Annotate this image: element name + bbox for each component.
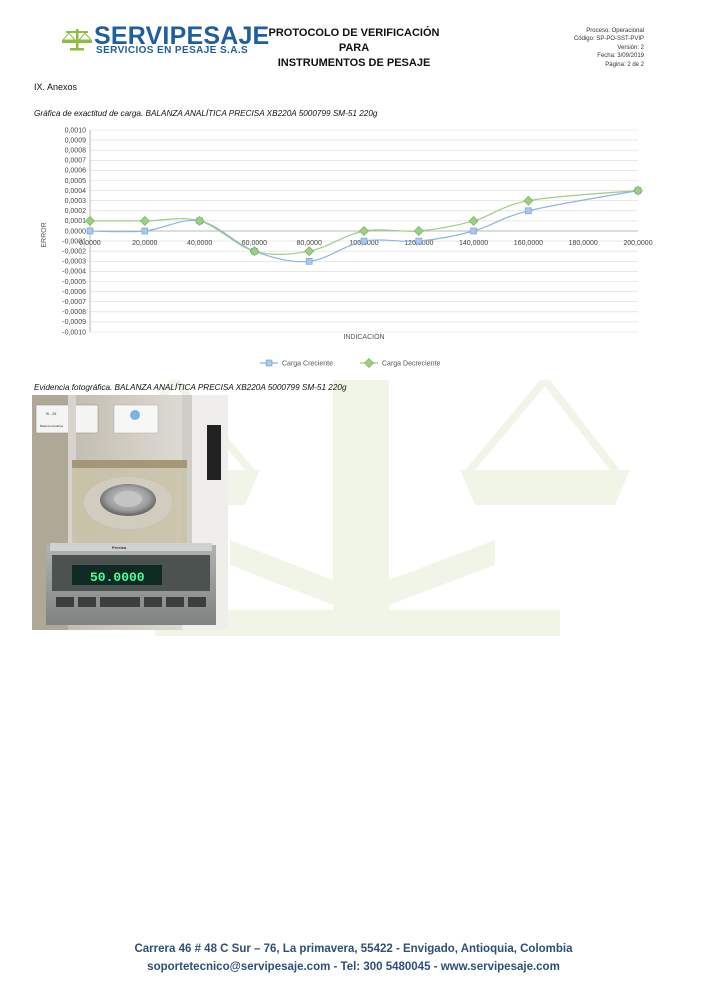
legend-label: Carga Decreciente — [382, 361, 440, 368]
document-meta: Proceso: Operacional Código: SP-PO-SST-P… — [520, 27, 644, 69]
data-point-decreciente — [633, 185, 643, 196]
data-point-decreciente — [359, 226, 369, 236]
x-tick-label: 160,0000 — [514, 240, 543, 247]
x-tick-label: 200,0000 — [623, 240, 652, 247]
data-point-decreciente — [304, 246, 315, 257]
x-tick-label: 40,0000 — [187, 240, 212, 247]
logo-subtitle: SERVICIOS EN PESAJE S.A.S — [96, 45, 249, 56]
sticker-top-text: SI - 06 — [46, 412, 56, 416]
footer-address: Carrera 46 # 48 C Sur – 76, La primavera… — [134, 943, 573, 955]
y-tick-label: 0,0010 — [65, 127, 87, 134]
x-tick-label: 140,0000 — [459, 240, 488, 247]
x-axis-label: INDICACIÓN — [343, 332, 384, 341]
sticker-bottom-text: Balanza Analítica — [40, 424, 63, 428]
meta-pagina: Página: 2 de 2 — [605, 61, 644, 68]
brand-text: Precisa — [112, 545, 127, 550]
footer-contact: soportetecnico@servipesaje.com - Tel: 30… — [147, 961, 560, 973]
balance-photo-drawing: SI - 06 Balanza Analítica Precisa 50.000… — [32, 395, 228, 630]
company-logo: SERVIPESAJE SERVICIOS EN PESAJE S.A.S — [62, 22, 269, 60]
y-tick-label: -0,0008 — [62, 309, 86, 316]
logo-name: SERVIPESAJE — [94, 22, 270, 50]
y-tick-label: 0,0007 — [65, 158, 87, 165]
y-tick-label: -0,0001 — [62, 238, 86, 245]
data-point-creciente — [141, 227, 149, 235]
data-point-creciente — [360, 237, 368, 245]
y-tick-label: 0,0004 — [65, 188, 87, 195]
legend-marker — [265, 359, 273, 367]
legend-label: Carga Creciente — [282, 361, 333, 368]
data-point-decreciente — [139, 215, 150, 226]
y-tick-label: -0,0006 — [62, 289, 86, 296]
data-point-decreciente — [413, 226, 424, 236]
data-point-decreciente — [85, 215, 95, 226]
y-tick-label: -0,0007 — [62, 299, 86, 306]
y-tick-label: -0,0003 — [62, 259, 86, 266]
data-point-decreciente — [249, 246, 260, 257]
page-footer: Carrera 46 # 48 C Sur – 76, La primavera… — [0, 940, 707, 976]
x-tick-label: 60,0000 — [242, 240, 267, 247]
y-tick-label: 0,0003 — [65, 198, 87, 205]
y-tick-label: 0,0009 — [65, 137, 87, 144]
data-point-creciente — [525, 207, 532, 215]
document-title-line-1: PROTOCOLO DE VERIFICACIÓN PARA — [268, 27, 440, 54]
x-tick-label: 180,0000 — [569, 240, 598, 247]
chart-caption: Gráfica de exactitud de carga. BALANZA A… — [34, 109, 378, 118]
y-tick-label: 0,0005 — [65, 178, 87, 185]
y-tick-label: -0,0009 — [62, 319, 86, 326]
y-tick-label: -0,0002 — [62, 249, 86, 256]
y-tick-label: -0,0004 — [62, 269, 86, 276]
meta-version: Versión: 2 — [617, 44, 644, 51]
y-tick-label: 0,0000 — [65, 228, 87, 235]
document-title-line-2: INSTRUMENTOS DE PESAJE — [277, 57, 431, 69]
y-tick-label: -0,0010 — [62, 329, 86, 336]
data-point-decreciente — [194, 215, 205, 226]
y-tick-label: -0,0005 — [62, 279, 86, 286]
meta-codigo: Código: SP-PO-SST-PVIP — [573, 36, 644, 43]
y-tick-label: 0,0002 — [65, 208, 87, 215]
display-reading: 50.0000 — [90, 570, 145, 585]
data-point-decreciente — [523, 195, 534, 206]
section-title: IX. Anexos — [34, 82, 78, 92]
y-tick-label: 0,0001 — [65, 218, 87, 225]
data-point-creciente — [470, 227, 477, 235]
photo-caption: Evidencia fotográfica. BALANZA ANALÍTICA… — [34, 383, 347, 392]
data-point-creciente — [305, 258, 313, 265]
series-lines — [89, 190, 639, 263]
scale-logo-icon — [62, 29, 92, 51]
y-tick-labels: 0,0010 0,0009 0,0008 0,0007 0,0006 0,0005 0,00… — [62, 127, 86, 336]
series-points — [85, 185, 643, 265]
x-tick-label: 0,0000 — [79, 240, 101, 247]
x-tick-label: 80,0000 — [297, 240, 322, 247]
data-point-decreciente — [468, 215, 479, 226]
y-tick-label: 0,0006 — [65, 168, 87, 175]
series-line — [90, 190, 639, 255]
meta-fecha: Fecha: 3/09/2019 — [597, 53, 644, 60]
legend-marker — [364, 358, 374, 368]
series-line — [89, 190, 639, 263]
chart-legend: Carga Creciente Carga Decreciente — [260, 358, 440, 368]
data-point-creciente — [86, 227, 94, 235]
accuracy-chart: 0,0010 0,0009 0,0008 0,0007 0,0006 0,0005 0,00… — [41, 127, 653, 368]
y-tick-label: 0,0008 — [65, 148, 87, 155]
document-title: PROTOCOLO DE VERIFICACIÓN PARA INSTRUMEN… — [255, 26, 453, 71]
meta-proceso: Proceso: Operacional — [586, 28, 644, 34]
y-axis-label: ERROR — [41, 222, 48, 247]
balance-photo: SI - 06 Balanza Analítica Precisa 50.000… — [32, 395, 228, 630]
data-point-creciente — [415, 237, 423, 245]
x-tick-label: 20,0000 — [132, 240, 157, 247]
